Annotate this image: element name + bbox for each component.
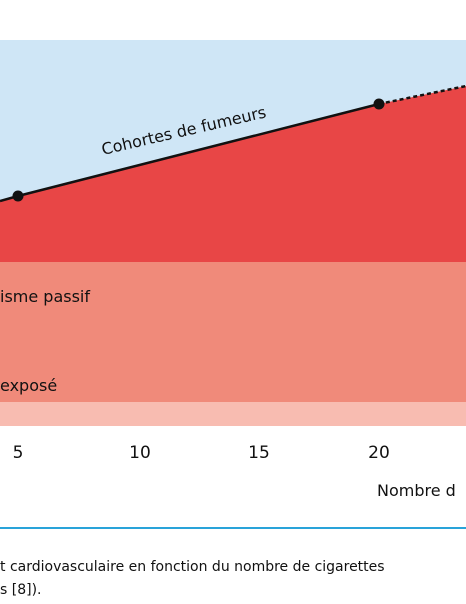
x-tick-label: 10	[129, 443, 151, 463]
x-tick-label: 5	[13, 443, 24, 463]
x-tick-label: 20	[368, 443, 390, 463]
x-axis-label: Nombre d	[377, 481, 456, 500]
point	[12, 190, 24, 202]
unexposed-band	[0, 402, 466, 426]
x-tick-label: 15	[248, 443, 270, 463]
band-label: exposé	[0, 376, 57, 395]
rule	[0, 527, 466, 529]
caption-line: s [8]).	[0, 582, 42, 598]
caption-line: t cardiovasculaire en fonction du nombre…	[0, 559, 385, 575]
band-label: isme passif	[0, 287, 90, 306]
smoker-area	[0, 86, 466, 262]
point	[373, 98, 385, 110]
curve-extrapolated	[378, 84, 466, 106]
curve	[0, 102, 380, 203]
passive-band	[0, 262, 466, 402]
